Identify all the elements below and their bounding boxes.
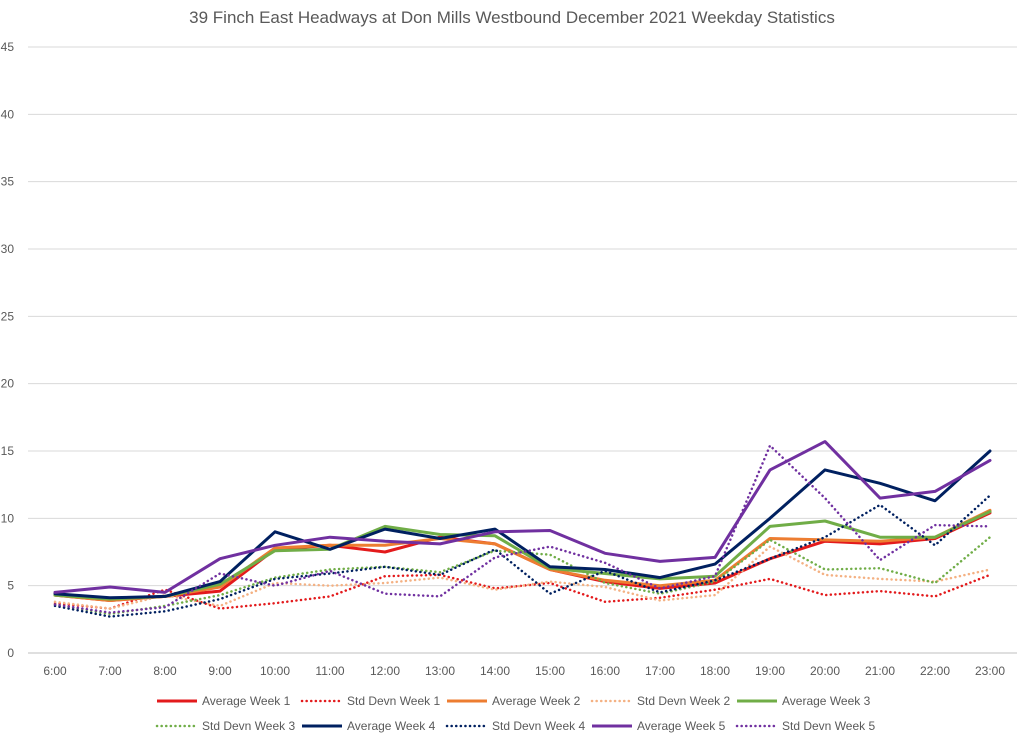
legend-label: Std Devn Week 1 xyxy=(347,694,440,708)
x-tick-label: 10:00 xyxy=(260,664,290,678)
series-lines xyxy=(53,440,992,618)
x-tick-label: 19:00 xyxy=(755,664,785,678)
legend-label: Average Week 2 xyxy=(492,694,581,708)
y-tick-label: 20 xyxy=(1,377,15,391)
y-tick-label: 30 xyxy=(1,242,15,256)
y-tick-label: 5 xyxy=(7,579,14,593)
x-tick-label: 11:00 xyxy=(315,664,344,678)
x-tick-label: 7:00 xyxy=(98,664,122,678)
series-line xyxy=(53,545,992,610)
x-tick-label: 16:00 xyxy=(590,664,620,678)
x-tick-label: 18:00 xyxy=(700,664,730,678)
legend-label: Std Devn Week 3 xyxy=(202,719,295,733)
x-tick-label: 14:00 xyxy=(480,664,510,678)
y-tick-label: 15 xyxy=(1,444,15,458)
x-tick-label: 17:00 xyxy=(645,664,675,678)
y-tick-label: 40 xyxy=(1,107,15,121)
legend: Average Week 1 Std Devn Week 1 Average Wee… xyxy=(155,694,875,733)
series-line xyxy=(53,440,992,594)
legend-label: Average Week 5 xyxy=(637,719,726,733)
x-tick-label: 21:00 xyxy=(865,664,895,678)
y-tick-label: 10 xyxy=(1,511,15,525)
y-axis: 0 5 10 15 20 25 30 35 40 45 xyxy=(1,40,15,660)
legend-label: Std Devn Week 5 xyxy=(782,719,875,733)
legend-label: Average Week 1 xyxy=(202,694,291,708)
x-tick-label: 9:00 xyxy=(208,664,232,678)
series-line xyxy=(53,494,992,618)
y-tick-label: 25 xyxy=(1,309,15,323)
series-line xyxy=(53,573,992,610)
x-tick-label: 20:00 xyxy=(810,664,840,678)
x-tick-label: 6:00 xyxy=(43,664,67,678)
y-tick-label: 0 xyxy=(7,646,14,660)
y-tick-label: 45 xyxy=(1,40,15,54)
x-tick-label: 12:00 xyxy=(370,664,400,678)
grid xyxy=(28,46,1017,654)
chart-title: 39 Finch East Headways at Don Mills West… xyxy=(189,8,835,27)
x-tick-label: 8:00 xyxy=(153,664,177,678)
x-tick-label: 13:00 xyxy=(425,664,455,678)
series-line xyxy=(53,508,992,602)
legend-label: Std Devn Week 4 xyxy=(492,719,585,733)
series-line xyxy=(53,449,992,600)
legend-label: Std Devn Week 2 xyxy=(637,694,730,708)
y-tick-label: 35 xyxy=(1,175,15,189)
series-line xyxy=(53,535,992,616)
legend-label: Average Week 3 xyxy=(782,694,871,708)
series-line xyxy=(53,444,992,614)
x-axis: 6:00 7:00 8:00 9:00 10:00 11:00 12:00 13:00 14:0… xyxy=(43,664,1005,678)
x-tick-label: 22:00 xyxy=(920,664,950,678)
legend-label: Average Week 4 xyxy=(347,719,436,733)
x-tick-label: 15:00 xyxy=(535,664,565,678)
x-tick-label: 23:00 xyxy=(975,664,1005,678)
